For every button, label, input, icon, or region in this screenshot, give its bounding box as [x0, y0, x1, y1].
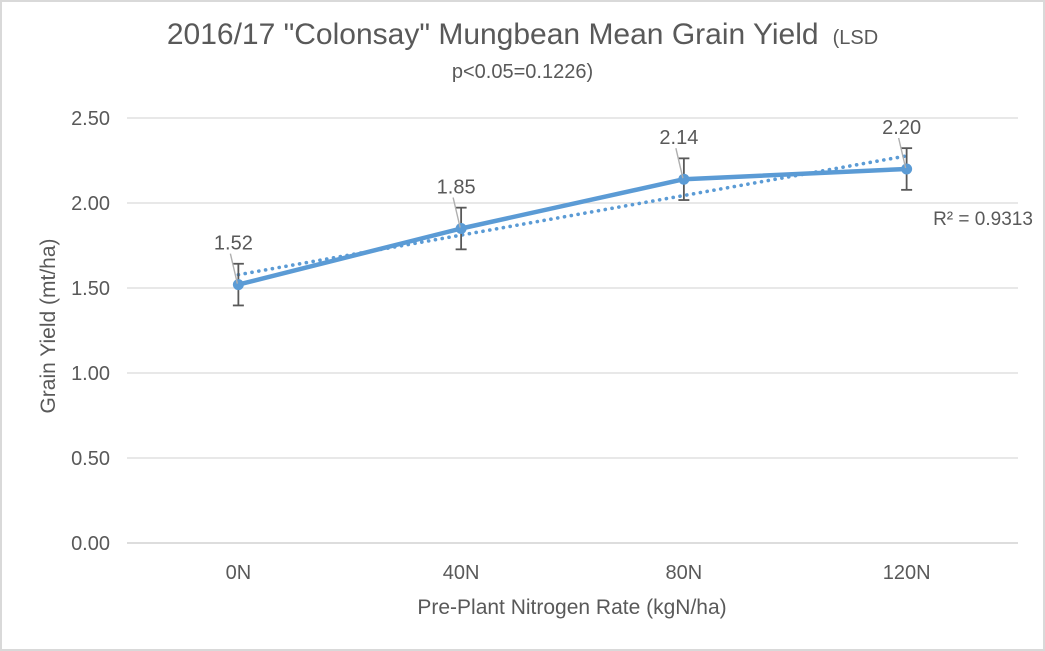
series-line	[236, 166, 909, 287]
chart-title-lsd-suffix: (LSD	[832, 27, 879, 49]
x-tick-label: 40N	[443, 562, 480, 584]
y-axis-title: Grain Yield (mt/ha)	[37, 238, 60, 414]
y-tick-label: 0.00	[71, 533, 110, 555]
data-label: 1.85	[437, 177, 476, 199]
y-tick-label: 0.50	[71, 448, 110, 470]
chart-subtitle: p<0.05=0.1226)	[451, 61, 594, 83]
data-label: 2.14	[659, 127, 698, 149]
x-tick-label: 0N	[226, 562, 252, 584]
chart-title: 2016/17 "Colonsay" Mungbean Mean Grain Y…	[2, 18, 1043, 52]
data-point-marker	[678, 173, 690, 185]
data-label: 1.52	[214, 233, 253, 255]
data-label: 2.20	[882, 117, 921, 139]
data-label-leader	[452, 197, 461, 228]
x-tick-label: 120N	[883, 562, 931, 584]
data-label-leader	[675, 148, 684, 179]
y-tick-label: 2.00	[71, 193, 110, 215]
chart-title-main: 2016/17 "Colonsay" Mungbean Mean Grain Y…	[166, 18, 819, 51]
y-tick-label: 2.50	[71, 108, 110, 130]
data-label-leader	[229, 253, 239, 284]
x-tick-label: 80N	[666, 562, 703, 584]
y-tick-label: 1.00	[71, 363, 110, 385]
data-point-marker	[901, 163, 913, 175]
r-squared-label: R² = 0.9313	[933, 209, 1033, 230]
x-axis-title: Pre-Plant Nitrogen Rate (kgN/ha)	[417, 596, 727, 619]
data-point-marker	[232, 279, 244, 291]
data-point-marker	[455, 223, 467, 234]
y-tick-label: 1.50	[71, 278, 110, 300]
data-label-leader	[897, 137, 907, 169]
